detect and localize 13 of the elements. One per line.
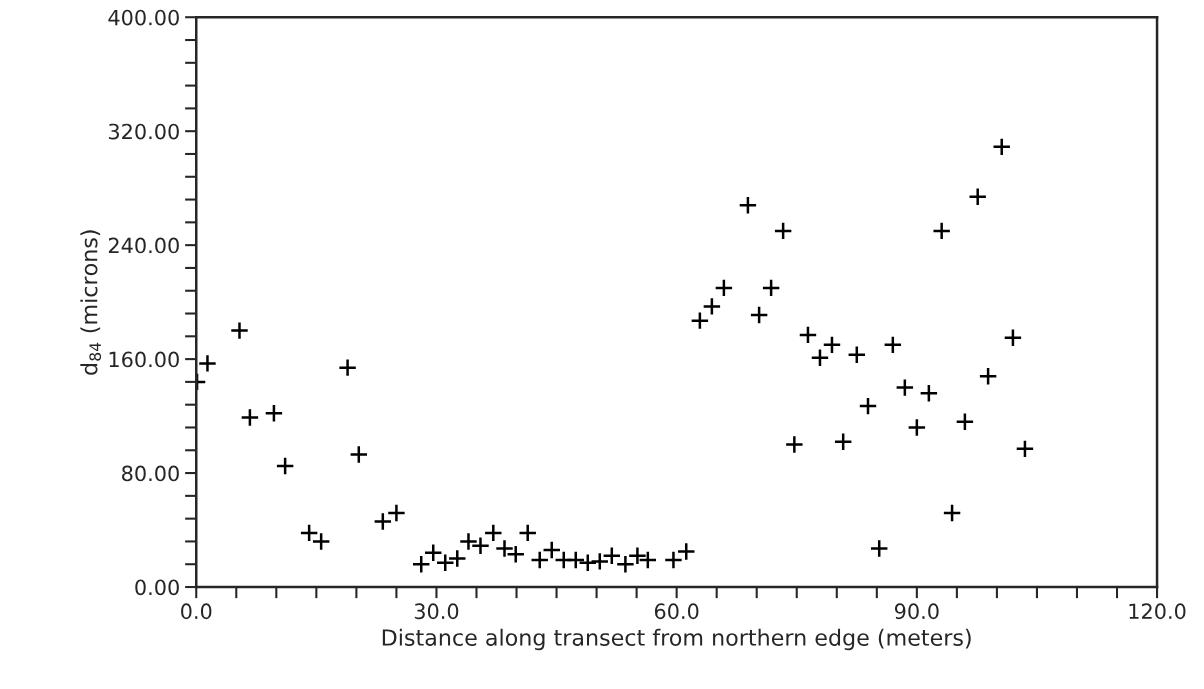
y-tick-label: 0.00 bbox=[135, 579, 179, 596]
x-axis-title: Distance along transect from northern edge (meters) bbox=[382, 628, 971, 651]
x-tick-label: 90.0 bbox=[894, 603, 939, 620]
x-tick-label: 0.0 bbox=[181, 603, 212, 620]
y-tick-label: 80.00 bbox=[122, 465, 179, 482]
y-tick-label: 320.00 bbox=[108, 123, 179, 140]
x-tick-label: 30.0 bbox=[414, 603, 459, 620]
y-tick-label: 160.00 bbox=[109, 351, 179, 368]
x-tick-label: 60.0 bbox=[654, 603, 699, 620]
y-axis-title: d$_{84}$ (microns) bbox=[80, 230, 102, 375]
x-tick-label: 120.0 bbox=[1129, 603, 1186, 620]
y-tick-label: 400.00 bbox=[108, 9, 179, 26]
y-tick-label: 240.00 bbox=[108, 237, 179, 254]
